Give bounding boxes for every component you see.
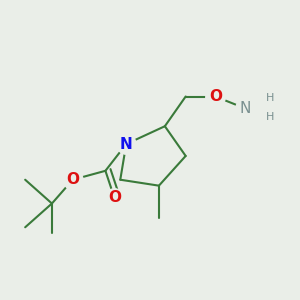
Text: O: O [209,89,222,104]
Text: O: O [66,172,79,187]
Text: N: N [120,136,133,152]
Text: N: N [239,101,251,116]
Text: H: H [266,93,274,103]
Text: O: O [108,190,121,205]
Text: H: H [266,112,274,122]
